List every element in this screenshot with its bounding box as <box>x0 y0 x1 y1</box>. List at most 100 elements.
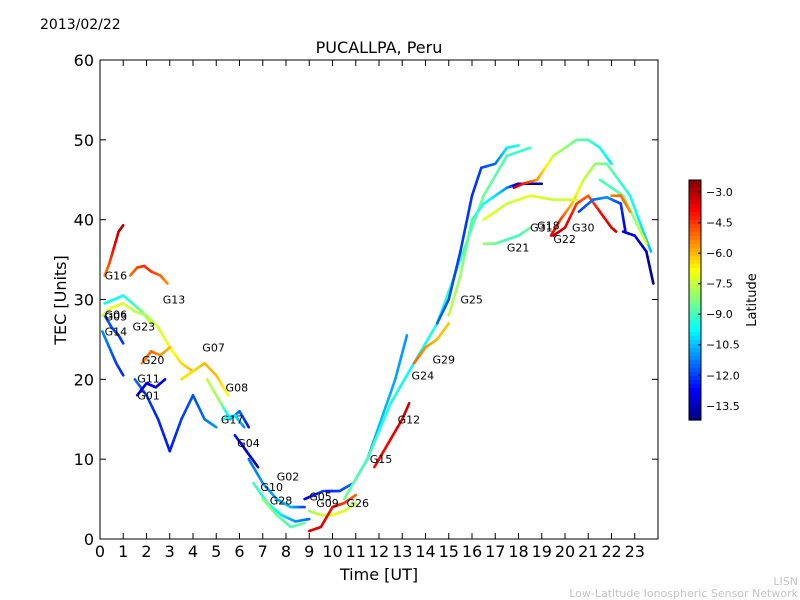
colorbar-tick-label: −13.5 <box>706 400 740 413</box>
x-tick-label: 6 <box>234 542 244 561</box>
satellite-label-g06: G06 <box>105 309 128 322</box>
trace-segment <box>120 372 125 377</box>
x-axis-label: Time [UT] <box>339 565 418 584</box>
trace-segment <box>524 146 532 151</box>
colorbar-band <box>689 244 701 249</box>
satellite-label-g05: G05 <box>309 491 332 504</box>
satellite-label-g15: G15 <box>370 453 393 466</box>
trace-g18 <box>512 138 613 190</box>
trace-segment <box>148 320 153 325</box>
trace-g28 <box>261 497 306 529</box>
colorbar-band <box>689 268 701 273</box>
trace-segment <box>470 215 478 229</box>
colorbar-band <box>689 228 701 233</box>
trace-g29 <box>412 322 451 365</box>
trace-segment <box>478 194 485 208</box>
colorbar-tick-label: −10.5 <box>706 339 740 352</box>
trace-segment <box>614 229 618 233</box>
axes-layer: 0 1 2 3 4 5 6 7 8 9 10 11 12 13 14 15 16 17 18 19 20 21 22 2301… <box>74 51 658 561</box>
satellite-label-g22: G22 <box>553 233 576 246</box>
trace-g16 <box>103 223 125 277</box>
colorbar-band <box>689 384 701 389</box>
trace-g13 <box>128 264 169 285</box>
colorbar-band <box>689 324 701 329</box>
trace-segment <box>300 521 306 525</box>
y-tick-label: 60 <box>74 51 94 70</box>
colorbar-band <box>689 296 701 301</box>
x-tick-label: 12 <box>369 542 389 561</box>
satellite-label-g25: G25 <box>460 294 483 307</box>
colorbar-band <box>689 396 701 401</box>
trace-segment <box>443 290 451 304</box>
trace-segment <box>526 226 532 231</box>
y-tick-label: 10 <box>74 450 94 469</box>
trace-segment <box>459 240 464 253</box>
colorbar-band <box>689 332 701 337</box>
colorbar-band <box>689 272 701 277</box>
colorbar-band <box>689 352 701 357</box>
trace-segment <box>366 448 373 461</box>
satellite-label-g17: G17 <box>221 413 244 426</box>
colorbar-band <box>689 236 701 241</box>
x-tick-label: 23 <box>625 542 645 561</box>
trace-unlabeled-2 <box>621 230 655 285</box>
colorbar-band <box>689 252 701 257</box>
colorbar-band <box>689 264 701 269</box>
trace-segment <box>162 378 167 382</box>
colorbar-band <box>689 204 701 209</box>
footer-lisn: LISN <box>773 575 798 588</box>
satellite-label-g21: G21 <box>507 242 530 255</box>
trace-segment <box>406 401 411 408</box>
satellite-label-g23: G23 <box>133 321 156 334</box>
colorbar-band <box>689 300 701 305</box>
x-tick-label: 9 <box>304 542 314 561</box>
colorbar-band <box>689 208 701 213</box>
trace-segment <box>455 258 460 269</box>
x-tick-label: 1 <box>118 542 128 561</box>
trace-g03 <box>103 314 125 345</box>
colorbar-band <box>689 216 701 221</box>
trace-segment <box>461 231 466 244</box>
colorbar-band <box>689 372 701 377</box>
trace-segment <box>466 227 472 240</box>
satellite-label-g09: G09 <box>316 497 339 510</box>
x-tick-label: 19 <box>532 542 552 561</box>
trace-segment <box>453 266 458 277</box>
colorbar-band <box>689 220 701 225</box>
colorbar-label: Latitude <box>745 273 760 327</box>
colorbar-band <box>689 356 701 361</box>
satellite-label-g01: G01 <box>137 389 160 402</box>
colorbar-tick-label: −4.5 <box>706 217 733 230</box>
colorbar-band <box>689 408 701 413</box>
satellite-label-g31: G31 <box>530 222 553 235</box>
satellite-label-g16: G16 <box>105 270 128 283</box>
trace-g21 <box>482 226 532 245</box>
trace-segment <box>352 501 358 506</box>
trace-segment <box>381 411 389 424</box>
satellite-label-g29: G29 <box>432 353 455 366</box>
trace-segment <box>451 274 456 285</box>
colorbar-band <box>689 276 701 281</box>
trace-segment <box>164 280 169 285</box>
trace-segment <box>403 334 409 345</box>
trace-segment <box>627 207 632 213</box>
colorbar-band <box>689 416 701 421</box>
colorbar-band <box>689 248 701 253</box>
trace-g07 <box>180 362 230 397</box>
colorbar-band <box>689 212 701 217</box>
colorbar-band <box>689 280 701 285</box>
satellite-label-g26: G26 <box>346 497 369 510</box>
colorbar-band <box>689 380 701 385</box>
trace-segment <box>650 276 655 285</box>
y-axis-label: TEC [Units] <box>51 255 70 346</box>
x-tick-label: 18 <box>508 542 528 561</box>
colorbar-band <box>689 368 701 373</box>
satellite-label-g28: G28 <box>270 495 293 508</box>
trace-g12 <box>373 401 411 469</box>
trace-segment <box>385 401 392 414</box>
trace-segment <box>459 264 464 277</box>
trace-segment <box>121 340 125 345</box>
satellite-label-g30: G30 <box>572 222 595 235</box>
satellite-label-g11: G11 <box>137 373 160 386</box>
